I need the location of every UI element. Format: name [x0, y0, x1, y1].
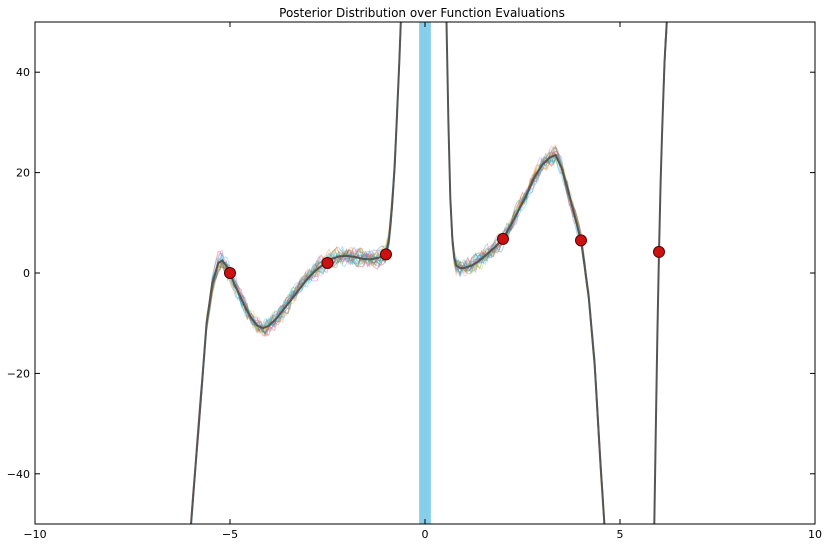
sample-curve	[190, 27, 402, 524]
sample-curve	[190, 22, 402, 524]
sample-curve	[190, 22, 402, 524]
sample-curve	[190, 25, 402, 524]
sample-curve	[446, 30, 605, 524]
plot-area	[190, 22, 668, 524]
x-tick-label: −10	[23, 528, 46, 541]
x-tick-label: 5	[617, 528, 624, 541]
sample-curve	[190, 30, 402, 524]
sample-curve	[446, 29, 605, 524]
sample-curve	[190, 25, 402, 524]
sample-curve	[190, 28, 402, 522]
sample-curve	[190, 24, 402, 523]
y-tick-label: −40	[7, 468, 30, 481]
sample-curve	[190, 22, 402, 524]
sample-curve	[190, 22, 402, 519]
sample-curve	[190, 23, 402, 520]
sample-curve	[446, 26, 605, 524]
sample-curve	[190, 22, 402, 524]
y-tick-label: 0	[23, 267, 30, 280]
sample-curve	[446, 26, 605, 524]
y-tick-label: 40	[16, 66, 30, 79]
observation-point	[380, 248, 392, 261]
x-tick-label: −5	[222, 528, 238, 541]
y-tick-label: 20	[16, 167, 30, 180]
sample-curve	[190, 22, 402, 522]
sample-curve	[446, 27, 605, 524]
observation-point	[224, 267, 236, 279]
sample-curve	[190, 22, 402, 524]
sample-curve	[446, 22, 605, 524]
observations-layer	[224, 232, 665, 279]
sample-curve	[446, 22, 605, 524]
observation-point	[497, 232, 509, 245]
sample-curve	[446, 23, 605, 524]
observation-point	[575, 234, 587, 247]
sample-curve	[190, 24, 402, 524]
sample-curve	[190, 27, 402, 522]
x-tick-label: 10	[808, 528, 822, 541]
mean-curve	[653, 22, 668, 524]
sample-curve	[446, 29, 605, 520]
sample-curve	[190, 22, 401, 517]
sample-curve	[446, 22, 605, 524]
x-tick-label: 0	[422, 528, 429, 541]
shaded-region-layer	[419, 22, 431, 524]
sample-curve	[446, 24, 605, 524]
shaded-region	[419, 22, 431, 524]
observation-point	[321, 256, 334, 269]
mean-curve	[190, 22, 402, 524]
sample-curve	[191, 22, 402, 524]
y-tick-label: −20	[7, 367, 30, 380]
ticks-layer: −10 −5 0 5 10 −40 −20 0 20 40	[7, 22, 822, 541]
chart-title: Posterior Distribution over Function Eva…	[279, 6, 565, 20]
sample-curve	[190, 22, 402, 523]
observation-point	[653, 245, 665, 258]
